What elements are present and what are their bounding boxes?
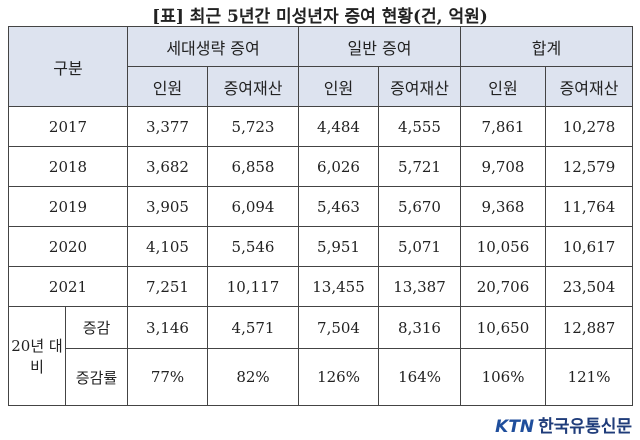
cell: 4,484: [298, 106, 380, 147]
cell: 5,670: [378, 186, 462, 227]
subheader-row: 인원 증여재산 인원 증여재산 인원 증여재산: [9, 66, 634, 107]
cell: 121%: [545, 348, 634, 406]
row-label: 증감: [64, 306, 129, 349]
cell: 10,650: [460, 306, 547, 349]
cell: 8,316: [378, 306, 462, 349]
cell: 6,026: [298, 146, 380, 187]
cell: 23,504: [545, 266, 634, 307]
table-body: 구분 세대생략 증여 일반 증여 합계 인원 증여재산 인원 증여재산 인원 증여재산 2017 3,…: [7, 26, 634, 406]
row-label: 2021: [7, 266, 129, 307]
corner-header: 구분: [7, 26, 129, 107]
cell: 7,251: [127, 266, 209, 307]
data-row: 2019 3,905 6,094 5,463 5,670 9,368 11,764: [7, 186, 634, 227]
cell: 5,546: [207, 226, 300, 267]
cell: 164%: [378, 348, 462, 406]
cell: 5,463: [298, 186, 380, 227]
cell: 9,708: [460, 146, 547, 187]
logo-name: 한국유통신문: [538, 417, 632, 437]
cell: 7,861: [460, 106, 547, 147]
row-label: 증감률: [64, 348, 129, 406]
cell: 12,887: [545, 306, 634, 349]
cell: 6,094: [207, 186, 300, 227]
sub-header: 증여재산: [207, 66, 300, 107]
cell: 13,387: [378, 266, 462, 307]
cell: 82%: [207, 348, 300, 406]
cell: 10,617: [545, 226, 634, 267]
data-row: 2018 3,682 6,858 6,026 5,721 9,708 12,579: [7, 146, 634, 187]
row-label: 2018: [7, 146, 129, 187]
cell: 7,504: [298, 306, 380, 349]
group-header: 일반 증여: [298, 26, 462, 67]
cell: 6,858: [207, 146, 300, 187]
row-label: 2017: [7, 106, 129, 147]
cell: 5,723: [207, 106, 300, 147]
cell: 4,105: [127, 226, 209, 267]
row-label: 2020: [7, 226, 129, 267]
data-table: 구분 세대생략 증여 일반 증여 합계 인원 증여재산 인원 증여재산 인원 증여재산 2017 3,…: [7, 26, 634, 406]
sub-header: 증여재산: [378, 66, 462, 107]
sub-header: 인원: [298, 66, 380, 107]
header-row: 구분 세대생략 증여 일반 증여 합계: [7, 26, 634, 107]
cell: 3,682: [127, 146, 209, 187]
cell: 5,721: [378, 146, 462, 187]
cell: 11,764: [545, 186, 634, 227]
data-row: 2020 4,105 5,546 5,951 5,071 10,056 10,617: [7, 226, 634, 267]
table-title: [표] 최근 5년간 미성년자 증여 현황(건, 억원): [152, 7, 488, 27]
comparison-row: 증감률 77% 82% 126% 164% 106% 121%: [9, 348, 634, 406]
group-header: 세대생략 증여: [127, 26, 300, 67]
cell: 3,377: [127, 106, 209, 147]
cell: 4,571: [207, 306, 300, 349]
cell: 5,951: [298, 226, 380, 267]
group-header: 합계: [460, 26, 634, 67]
data-row: 2017 3,377 5,723 4,484 4,555 7,861 10,278: [7, 106, 634, 147]
sub-header: 증여재산: [545, 66, 634, 107]
cell: 126%: [298, 348, 380, 406]
cell: 13,455: [298, 266, 380, 307]
logo-brand: KTN: [495, 417, 535, 437]
cell: 10,056: [460, 226, 547, 267]
sub-header: 인원: [127, 66, 209, 107]
comparison-row: 20년 대비 증감 3,146 4,571 7,504 8,316 10,650 12,887: [8, 306, 634, 406]
data-row: 2021 7,251 10,117 13,455 13,387 20,706 23,504: [7, 266, 634, 307]
cell: 9,368: [460, 186, 547, 227]
cell: 3,905: [127, 186, 209, 227]
logo: KTN 한국유통신문: [495, 412, 632, 437]
cell: 12,579: [545, 146, 634, 187]
comparison-label: 20년 대비: [8, 306, 66, 406]
sub-header: 인원: [460, 66, 547, 107]
cell: 5,071: [378, 226, 462, 267]
cell: 77%: [127, 348, 209, 406]
cell: 3,146: [127, 306, 209, 349]
cell: 4,555: [378, 106, 462, 147]
row-label: 2019: [7, 186, 129, 227]
cell: 106%: [460, 348, 547, 406]
cell: 10,278: [545, 106, 634, 147]
cell: 20,706: [460, 266, 547, 307]
cell: 10,117: [207, 266, 300, 307]
